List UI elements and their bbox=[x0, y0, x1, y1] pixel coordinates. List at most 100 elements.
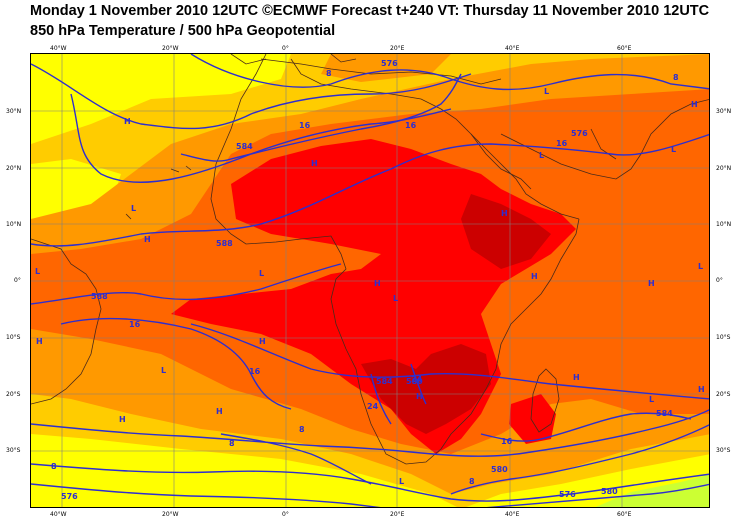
coast-arctic-inner bbox=[330, 54, 357, 63]
high-pressure-centre: H bbox=[648, 279, 655, 288]
lat-label-right: 20°S bbox=[716, 391, 731, 398]
high-pressure-centre: H bbox=[531, 272, 538, 281]
high-pressure-centre: H bbox=[144, 235, 151, 244]
lat-label-left: 10°S bbox=[6, 334, 21, 341]
lon-label-top: 60°E bbox=[617, 45, 632, 52]
contour-label: 576 bbox=[381, 59, 398, 68]
lon-label-top: 40°W bbox=[50, 45, 67, 52]
contour-label: 588 bbox=[216, 239, 233, 248]
lon-label-bottom: 40°E bbox=[505, 511, 520, 518]
contour-label: 16 bbox=[556, 139, 568, 148]
coast-mediterranean bbox=[260, 58, 502, 85]
contour-label: 24 bbox=[411, 375, 423, 384]
high-pressure-centre: H bbox=[501, 209, 508, 218]
lat-label-left: 20°N bbox=[6, 165, 22, 172]
lat-label-right: 10°S bbox=[716, 334, 731, 341]
temp-band-yellow-north bbox=[31, 54, 291, 144]
low-pressure-centre: L bbox=[399, 477, 404, 486]
contour-8-south bbox=[220, 433, 372, 485]
temp-band-dark-red-south bbox=[361, 344, 491, 434]
contour-580-south bbox=[31, 463, 709, 502]
temp-band-orange-north bbox=[321, 54, 451, 82]
contour-label: 8 bbox=[673, 73, 679, 82]
geopotential-contours bbox=[31, 54, 709, 507]
low-pressure-centre: L bbox=[393, 294, 398, 303]
lat-label-right: 0° bbox=[716, 277, 723, 284]
low-pressure-centre: L bbox=[131, 204, 136, 213]
contour-label: 580 bbox=[601, 487, 618, 496]
contour-label: 8 bbox=[299, 425, 305, 434]
contour-label: 16 bbox=[249, 367, 261, 376]
contour-label: 16 bbox=[299, 121, 311, 130]
map-subtitle: 850 hPa Temperature / 500 hPa Geopotenti… bbox=[30, 23, 336, 39]
lat-label-left: 20°S bbox=[6, 391, 21, 398]
contour-label: 580 bbox=[491, 465, 508, 474]
contour-label: 8 bbox=[469, 477, 475, 486]
lat-lon-grid bbox=[31, 54, 709, 507]
coast-south-america bbox=[31, 238, 102, 405]
contour-label: 584 bbox=[376, 377, 393, 386]
weather-map: 16 16 16 16 16 16 24 24 8 8 8 8 8 8 576 … bbox=[30, 53, 710, 508]
lon-label-bottom: 20°E bbox=[390, 511, 405, 518]
low-pressure-centre: L bbox=[649, 395, 654, 404]
contour-576-north bbox=[190, 54, 709, 91]
contour-label: 24 bbox=[367, 402, 379, 411]
contour-label: 8 bbox=[229, 439, 235, 448]
contour-8-southeast bbox=[450, 424, 709, 495]
high-pressure-centre: H bbox=[36, 337, 43, 346]
contour-16-east bbox=[480, 412, 692, 442]
contour-label: 584 bbox=[656, 409, 673, 418]
map-title: Monday 1 November 2010 12UTC ©ECMWF Fore… bbox=[30, 3, 710, 19]
lat-label-left: 10°N bbox=[6, 221, 22, 228]
contour-584-south bbox=[31, 409, 709, 457]
contour-label: 8 bbox=[326, 69, 332, 78]
contour-16-southwest bbox=[60, 317, 292, 410]
temp-band-yellow-south bbox=[31, 434, 457, 507]
contour-24-south bbox=[370, 363, 427, 425]
temp-band-green bbox=[595, 474, 709, 507]
high-pressure-centre: H bbox=[119, 415, 126, 424]
contour-label: 576 bbox=[559, 490, 576, 499]
coast-canary-islands bbox=[170, 165, 192, 173]
high-pressure-centre: H bbox=[691, 100, 698, 109]
lat-label-right: 30°N bbox=[716, 108, 732, 115]
contour-588-equator bbox=[31, 263, 342, 305]
low-pressure-centre: L bbox=[161, 366, 166, 375]
coast-africa-west bbox=[210, 54, 580, 465]
lat-label-right: 10°N bbox=[716, 221, 732, 228]
low-pressure-centre: L bbox=[259, 269, 264, 278]
coast-red-sea bbox=[470, 133, 532, 190]
temp-band-red-madagascar bbox=[509, 394, 556, 444]
lon-label-bottom: 40°W bbox=[50, 511, 67, 518]
contour-label: 584 bbox=[236, 142, 253, 151]
low-pressure-centre: L bbox=[544, 87, 549, 96]
lon-label-bottom: 60°E bbox=[617, 511, 632, 518]
contour-label: 16 bbox=[501, 437, 513, 446]
temperature-field bbox=[31, 54, 709, 507]
coast-cape-verde bbox=[125, 213, 132, 220]
lon-label-bottom: 0° bbox=[282, 511, 289, 518]
contour-label: 16 bbox=[129, 320, 141, 329]
temp-band-dark-red bbox=[461, 194, 551, 269]
coast-africa-east bbox=[290, 58, 580, 220]
lon-label-top: 20°E bbox=[390, 45, 405, 52]
contour-576-south bbox=[31, 483, 709, 507]
lon-label-top: 0° bbox=[282, 45, 289, 52]
low-pressure-centre: L bbox=[698, 262, 703, 271]
coast-iberia bbox=[230, 54, 267, 65]
high-pressure-centre: H bbox=[416, 392, 423, 401]
lat-label-left: 30°S bbox=[6, 447, 21, 454]
low-pressure-centre: L bbox=[671, 145, 676, 154]
coastlines bbox=[31, 54, 709, 465]
high-pressure-centre: H bbox=[311, 159, 318, 168]
contour-16-north bbox=[180, 73, 462, 162]
high-pressure-centre: H bbox=[124, 117, 131, 126]
contour-label: 580 bbox=[406, 377, 423, 386]
high-pressure-centre: H bbox=[698, 385, 705, 394]
contour-labels: 16 16 16 16 16 16 24 24 8 8 8 8 8 8 576 … bbox=[51, 59, 679, 501]
contour-label: 588 bbox=[91, 292, 108, 301]
contour-label: 576 bbox=[571, 129, 588, 138]
contour-580-north bbox=[31, 63, 472, 130]
high-pressure-centre: H bbox=[374, 279, 381, 288]
coast-persian-gulf bbox=[590, 128, 617, 160]
